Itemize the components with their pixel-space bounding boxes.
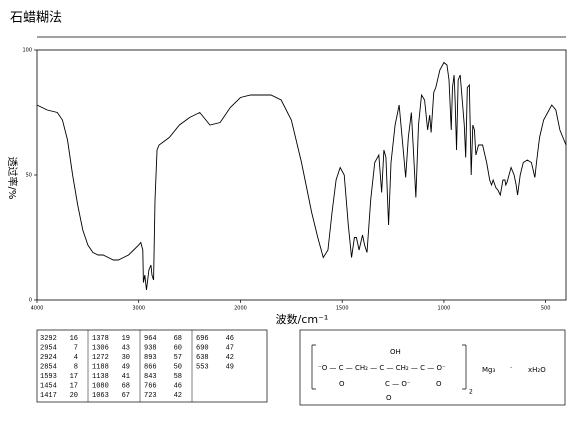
peak-wavenumber: 1188 [92,363,109,371]
peak-transmittance: 30 [122,354,130,362]
peak-transmittance: 17 [70,373,78,381]
peak-transmittance: 67 [122,392,130,400]
peak-wavenumber: 690 [196,344,209,352]
peak-transmittance: 46 [226,335,234,343]
structure-text: xH₂O [528,366,546,374]
peak-wavenumber: 766 [144,382,157,390]
peak-wavenumber: 964 [144,335,157,343]
y-tick-label: 0 [29,298,32,304]
chart-title: 石蜡糊法 [10,10,62,26]
peak-wavenumber: 1417 [40,392,57,400]
peak-transmittance: 47 [226,344,234,352]
structure-text: C — O⁻ [385,380,411,388]
peak-transmittance: 19 [122,335,130,343]
peak-wavenumber: 938 [144,344,157,352]
structure-frame [299,329,566,406]
peak-transmittance: 41 [122,373,130,381]
peak-transmittance: 42 [226,354,234,362]
peak-wavenumber: 2954 [40,344,57,352]
peak-wavenumber: 1063 [92,392,109,400]
structure-text: OH [390,348,401,356]
y-tick-label: 50 [26,173,32,179]
peak-transmittance: 57 [174,354,182,362]
peak-wavenumber: 1454 [40,382,57,390]
structure-text: O [436,380,442,388]
structure-text: · [510,364,512,372]
peak-wavenumber: 893 [144,354,157,362]
x-axis-label: 波数/cm⁻¹ [276,313,329,326]
structure-text: 2 [469,389,473,396]
peak-wavenumber: 1378 [92,335,109,343]
x-tick-label: 1000 [438,306,451,312]
structure-text: O [386,394,392,402]
peak-wavenumber: 638 [196,354,209,362]
x-tick-label: 3000 [132,306,145,312]
peak-table: 3292 16 2954 7 2924 4 2854 8 1593 17 1454 17 1417 20 1… [40,330,234,402]
peak-transmittance: 50 [174,363,182,371]
peak-wavenumber: 2924 [40,354,57,362]
y-axis-label: 透过率/% [6,157,19,200]
structure-text: Mg₃ [482,366,495,374]
bracket [311,344,467,390]
structure-text: ⁻O — C — CH₂ — C — CH₂ — C — O⁻ [318,364,446,372]
peak-transmittance: 16 [70,335,78,343]
peak-transmittance: 60 [174,344,182,352]
peak-wavenumber: 723 [144,392,157,400]
peak-wavenumber: 2854 [40,363,57,371]
peak-transmittance: 58 [174,373,182,381]
peak-transmittance: 7 [74,344,78,352]
peak-transmittance: 20 [70,392,78,400]
y-tick-label: 100 [22,48,32,54]
x-tick-label: 1500 [336,306,349,312]
peak-transmittance: 4 [74,354,78,362]
peak-table-frame [36,329,268,403]
peak-wavenumber: 866 [144,363,157,371]
peak-wavenumber: 1593 [40,373,57,381]
peak-wavenumber: 3292 [40,335,57,343]
peak-wavenumber: 843 [144,373,157,381]
peak-wavenumber: 1272 [92,354,109,362]
peak-wavenumber: 553 [196,363,209,371]
peak-wavenumber: 696 [196,335,209,343]
peak-wavenumber: 1138 [92,373,109,381]
peak-transmittance: 49 [122,363,130,371]
peak-transmittance: 42 [174,392,182,400]
peak-transmittance: 17 [70,382,78,390]
peak-transmittance: 46 [174,382,182,390]
peak-transmittance: 68 [122,382,130,390]
structure-text: O [339,380,345,388]
peak-transmittance: 43 [122,344,130,352]
peak-wavenumber: 1306 [92,344,109,352]
peak-transmittance: 68 [174,335,182,343]
structure: OH ⁻O — C — CH₂ — C — CH₂ — C — O⁻ O C —… [311,344,546,402]
x-tick-label: 2000 [234,306,247,312]
peak-transmittance: 8 [74,363,78,371]
x-tick-label: 4000 [31,306,44,312]
plot-frame [36,49,567,301]
x-tick-label: 500 [541,306,551,312]
peak-wavenumber: 1080 [92,382,109,390]
peak-transmittance: 49 [226,363,234,371]
spectrum-line [36,61,567,291]
